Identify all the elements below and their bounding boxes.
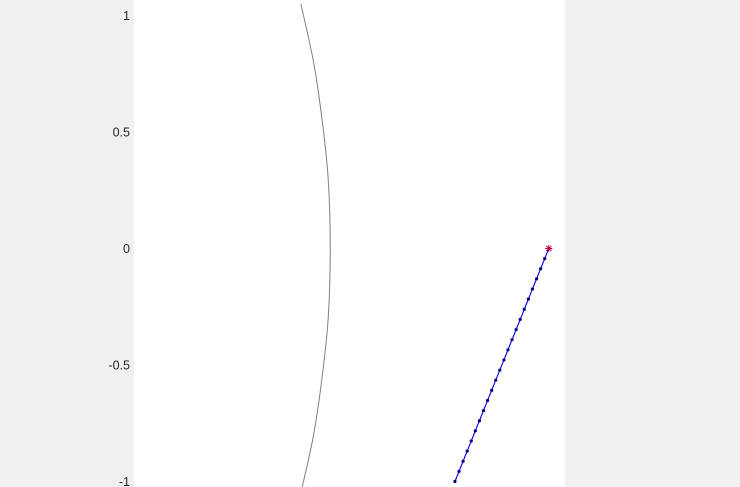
y-tick-label: -0.5 [108,359,130,373]
y-tick-label: 0 [123,242,130,256]
trajectory-layer [453,246,551,484]
trajectory-point [502,358,506,362]
trajectory-point [514,327,518,332]
y-tick-label: 1 [123,9,130,23]
y-tick-labels: 1 0.5 0 -0.5 -1 [108,9,130,487]
trajectory-point [506,348,510,352]
boundary-curve [300,3,331,487]
trajectory-point [518,317,522,322]
marker-layer [545,244,553,253]
trajectory-point [481,408,486,413]
trajectory-point [530,287,535,291]
trajectory-point [457,469,461,473]
trajectory-point [539,267,543,271]
trajectory-point [534,277,539,281]
trajectory-point [543,257,547,261]
trajectory-point [477,419,482,423]
curve-layer [300,3,331,487]
trajectory-point [465,449,469,453]
trajectory-point [522,307,526,311]
trajectory-point [473,429,477,433]
trajectory-point [453,479,457,484]
trajectory-point [526,297,530,301]
endpoint-star-marker [545,244,553,253]
trajectory-point [461,459,465,463]
trajectory-point [498,368,502,372]
y-tick-label: 0.5 [113,126,130,140]
trajectory-line [454,248,550,482]
trajectory-point [494,378,498,382]
trajectory-point [485,398,490,403]
axes-background [134,0,565,487]
trajectory-point [510,338,514,342]
endpoint-star-stroke [545,245,552,252]
trajectory-point [490,388,494,392]
y-tick-label: -1 [119,475,130,487]
trajectory-point [469,439,473,443]
